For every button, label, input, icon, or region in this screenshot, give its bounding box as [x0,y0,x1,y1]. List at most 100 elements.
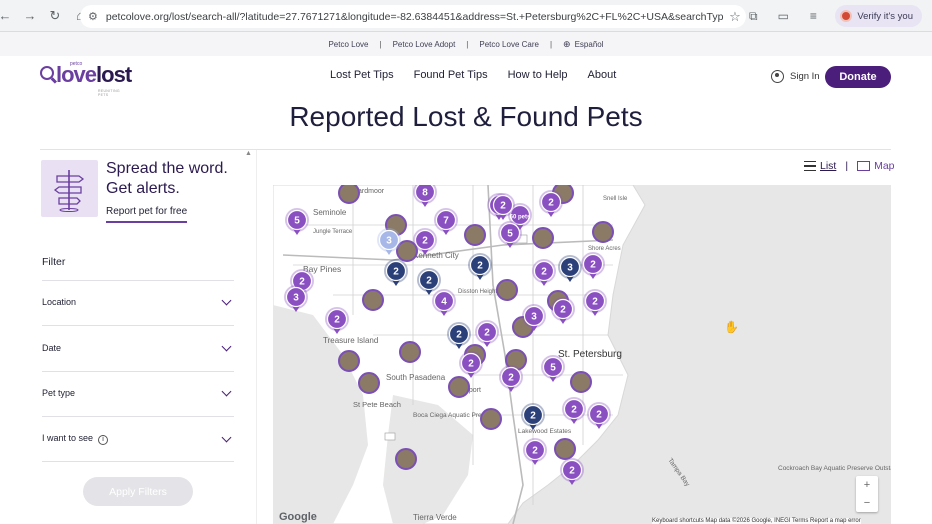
forward-icon[interactable]: → [23,8,37,23]
map-cluster-marker[interactable]: 60 pets [508,203,532,230]
pet-photo-marker[interactable] [395,448,417,470]
extensions-icon[interactable]: ⧉ [749,8,758,23]
nav-lost-pet-tips[interactable]: Lost Pet Tips [330,69,394,81]
pet-photo-marker[interactable] [362,289,384,311]
cluster-count: 2 [500,201,506,212]
map-cluster-marker[interactable]: 2 [539,190,563,217]
map-attribution[interactable]: Keyboard shortcuts Map data ©2026 Google… [652,518,861,524]
map-cluster-marker[interactable]: 2 [551,297,575,324]
pet-photo-marker[interactable] [338,350,360,372]
map-cluster-marker[interactable]: 2 [560,458,584,485]
pet-photo-marker[interactable] [532,227,554,249]
map-cluster-marker[interactable]: 3 [377,228,401,255]
pet-photo-marker[interactable] [448,376,470,398]
pet-photo-marker[interactable] [399,341,421,363]
map-cluster-marker[interactable]: 3 [558,255,582,282]
bookmark-star-icon[interactable]: ☆ [729,8,741,24]
map-cluster-marker[interactable]: 5 [541,355,565,382]
cluster-count: 4 [441,297,447,308]
map-cluster-marker[interactable]: 3 [522,304,546,331]
pet-photo-marker[interactable] [592,221,614,243]
back-icon[interactable]: ← [0,8,12,23]
map-cluster-marker[interactable]: 5 [285,208,309,235]
nav-found-pet-tips[interactable]: Found Pet Tips [413,69,488,81]
map-cluster-marker[interactable]: 8 [413,185,437,207]
verify-profile-button[interactable]: Verify it's you [835,5,922,27]
map-cluster-marker[interactable]: 2 [521,403,545,430]
info-icon[interactable]: i [98,434,109,445]
map-cluster-marker[interactable]: 2 [447,322,471,349]
scroll-up-icon[interactable]: ▲ [245,150,252,157]
utility-link-petco-love[interactable]: Petco Love [328,39,369,49]
utility-link-adopt[interactable]: Petco Love Adopt [392,39,456,49]
cluster-count: 60 pets [510,215,531,221]
map-cluster-marker[interactable]: 2 [413,228,437,255]
apply-filters-button[interactable]: Apply Filters [83,477,193,506]
home-icon[interactable]: ⌂ [69,5,91,27]
map-icon[interactable] [857,161,871,171]
media-control-icon[interactable]: ≡ [809,9,817,23]
zoom-out-button[interactable]: − [863,497,871,509]
map-cluster-marker[interactable]: 2 [475,320,499,347]
cluster-count: 2 [571,405,577,416]
language-link[interactable]: Español [574,39,604,49]
signpost-illustration [41,160,98,217]
filter-pet-type[interactable]: Pet type [42,383,234,403]
utility-link-care[interactable]: Petco Love Care [479,39,539,49]
map-cluster-marker[interactable]: 2 [459,351,483,378]
map-canvas[interactable]: Seminole Bay Pines Kenneth City Treasure Is… [273,185,891,524]
pet-map[interactable]: Seminole Bay Pines Kenneth City Treasure Is… [273,185,891,524]
pet-photo-marker[interactable] [570,371,592,393]
pet-photo-marker[interactable] [496,279,518,301]
map-cluster-marker[interactable]: 2 [468,253,492,280]
map-cluster-marker[interactable]: 2 [417,268,441,295]
report-pet-link[interactable]: Report pet for free [106,206,188,223]
address-bar[interactable]: ⚙ petcolove.org/lost/search-all/?latitud… [80,5,746,28]
nav-how-to-help[interactable]: How to Help [507,69,568,81]
pet-photo-marker[interactable] [554,438,576,460]
lovelost-logo[interactable]: lovelost petco REUNITING PETS [40,61,132,97]
pet-photo-marker[interactable] [358,372,380,394]
logo-tagline: REUNITING PETS [98,89,120,97]
map-cluster-marker[interactable]: 2 [562,397,586,424]
map-cluster-marker[interactable]: 2 [581,252,605,279]
filter-i-want-to-see[interactable]: I want to see i [42,429,234,449]
pet-photo-marker[interactable] [480,408,502,430]
site-info-icon[interactable]: ⚙ [88,11,98,23]
map-cluster-marker[interactable]: 2 [587,402,611,429]
list-view-link[interactable]: List [820,160,837,172]
map-cluster-marker[interactable]: 4 [432,289,456,316]
map-view-link[interactable]: Map [874,160,895,172]
filter-location-label: Location [42,297,77,307]
cast-icon[interactable]: ▭ [777,9,789,23]
map-cluster-marker[interactable]: 2 [583,289,607,316]
cluster-count: 5 [507,229,513,240]
map-place-label: Seminole [313,208,347,217]
pet-photo-marker[interactable] [464,224,486,246]
sign-in-link[interactable]: Sign In [771,70,820,83]
filter-location[interactable]: Location [42,292,234,312]
pet-photo-marker[interactable] [396,240,418,262]
donate-button[interactable]: Donate [825,66,891,88]
cluster-count: 2 [334,315,340,326]
map-cluster-marker[interactable]: 7 [434,208,458,235]
logo-petco-text: petco [70,61,83,67]
map-cluster-marker[interactable]: 3 [284,285,308,312]
filter-date[interactable]: Date [42,338,234,358]
chevron-down-icon [221,295,232,306]
magnifier-logo-icon [40,66,54,80]
nav-about[interactable]: About [587,69,617,81]
map-cluster-marker[interactable]: 2 [499,365,523,392]
map-cluster-marker[interactable]: 2 [532,259,556,286]
zoom-in-button[interactable]: + [863,479,871,491]
cluster-count: 3 [531,312,537,323]
list-icon[interactable] [804,161,816,171]
cluster-count: 7 [443,216,449,227]
map-cluster-marker[interactable]: 2 [384,259,408,286]
reload-icon[interactable]: ↻ [49,7,61,23]
pet-photo-marker[interactable] [338,185,360,204]
map-cluster-marker[interactable]: 2 [491,193,515,220]
map-cluster-marker[interactable]: 2 [523,438,547,465]
map-cluster-marker[interactable]: 2 [325,307,349,334]
map-cluster-marker[interactable]: 5 [498,221,522,248]
